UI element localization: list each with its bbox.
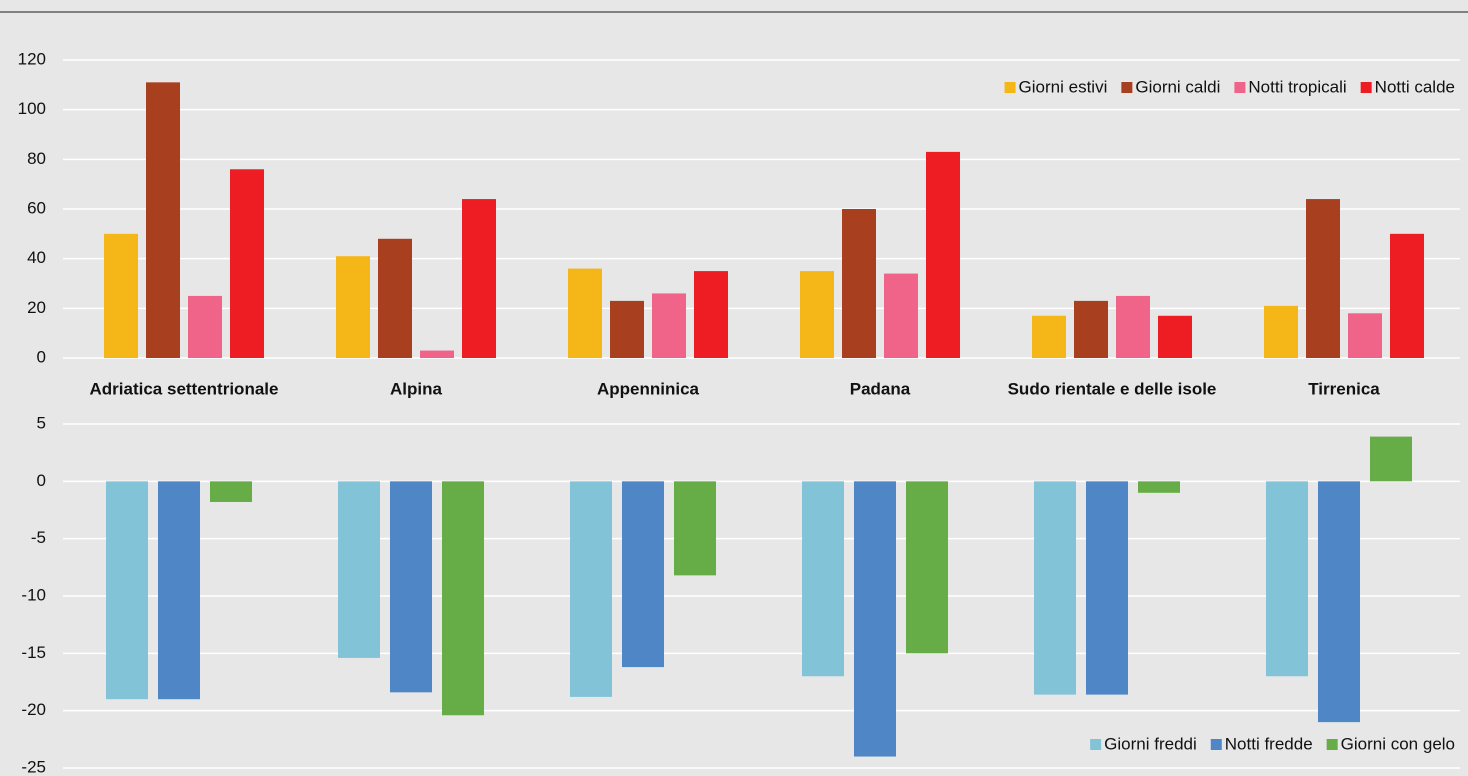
x-tick-label: Appenninica [597,379,700,398]
bar [1318,481,1360,723]
bar [884,273,918,358]
bar [1306,199,1340,358]
y-tick-label: 100 [18,99,46,118]
y-tick-label: -5 [31,528,46,547]
y-tick-label: -25 [21,757,46,776]
y-tick-label: 5 [37,413,46,432]
bar [146,82,180,358]
x-tick-label: Alpina [390,379,442,398]
bar [802,481,844,677]
legend-swatch [1210,739,1222,750]
x-tick-label: Tirrenica [1308,379,1380,398]
y-tick-label: 80 [27,149,46,168]
bar [568,268,602,358]
bar [188,295,222,358]
bar [622,481,664,668]
bar [1370,436,1412,482]
legend-swatch [1004,82,1016,93]
bar [1390,233,1424,358]
legend-label: Giorni con gelo [1341,734,1455,753]
legend: Giorni freddi Notti fredde Giorni con gelo [1090,734,1455,753]
bar [694,271,728,358]
bar [1266,481,1308,677]
bar [674,481,716,576]
legend-swatch [1121,82,1133,93]
x-tick-label: Adriatica settentrionale [90,379,279,398]
bar [462,199,496,358]
bar [570,481,612,697]
legend-label: Notti calde [1375,77,1455,96]
legend-label: Notti fredde [1225,734,1313,753]
bar [652,293,686,358]
bar [378,238,412,358]
legend-label: Giorni caldi [1135,77,1220,96]
legend-label: Giorni estivi [1019,77,1108,96]
legend-swatch [1234,82,1246,93]
bar [1158,315,1192,358]
bar [1138,481,1180,493]
legend-label: Giorni freddi [1104,734,1197,753]
y-tick-label: 120 [18,49,46,68]
x-tick-label: Padana [850,379,911,398]
bar [336,256,370,358]
y-tick-label: 60 [27,198,46,217]
y-tick-label: -10 [21,585,46,604]
bar [106,481,148,700]
legend-swatch [1326,739,1338,750]
y-tick-label: 20 [27,298,46,317]
legend-swatch [1360,82,1372,93]
bar [610,300,644,358]
bar [230,169,264,358]
bar [842,209,876,358]
bar [800,271,834,358]
bar [158,481,200,700]
x-tick-label: Sudo rientale e delle isole [1008,379,1217,398]
bar [338,481,380,658]
bar [1348,313,1382,358]
bar [104,233,138,358]
legend-swatch [1090,739,1102,750]
legend-label: Notti tropicali [1248,77,1346,96]
bar [926,151,960,358]
bar [854,481,896,757]
bar [1264,305,1298,358]
legend: Giorni estivi Giorni caldi Notti tropicali… [1004,77,1455,96]
bar [1032,315,1066,358]
y-tick-label: 40 [27,248,46,267]
bar [1086,481,1128,695]
bar [1034,481,1076,695]
y-tick-label: 0 [37,347,46,366]
y-tick-label: -20 [21,700,46,719]
bar [420,350,454,358]
y-tick-label: 0 [37,471,46,490]
bar [906,481,948,654]
bar [210,481,252,502]
bar [390,481,432,693]
y-tick-label: -15 [21,643,46,662]
bar [442,481,484,716]
bar [1074,300,1108,358]
bar [1116,295,1150,358]
